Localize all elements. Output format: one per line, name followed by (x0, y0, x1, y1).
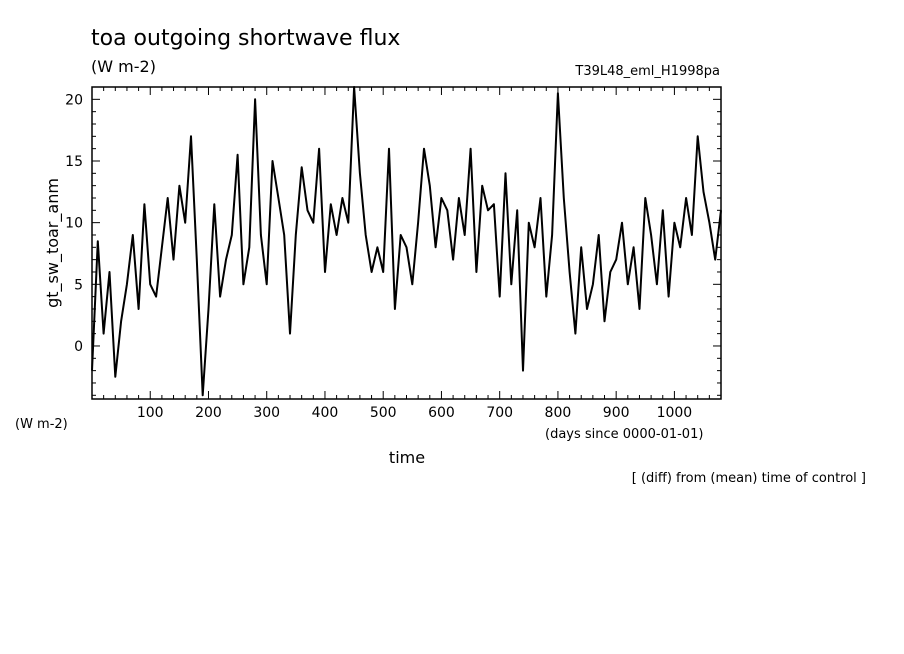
y-tick-label: 0 (74, 339, 83, 355)
y-axis-label: gt_sw_toar_anm (43, 178, 63, 308)
y-tick-label: 20 (65, 92, 83, 108)
experiment-label: T39L48_eml_H1998pa (574, 64, 720, 79)
chart-title: toa outgoing shortwave flux (91, 26, 400, 51)
x-tick-label: 700 (486, 405, 513, 421)
x-tick-label: 900 (603, 405, 630, 421)
x-tick-label: 500 (370, 405, 397, 421)
series-line (91, 86, 722, 397)
x-axis-label: time (389, 448, 425, 467)
x-axis-units: (days since 0000-01-01) (545, 427, 703, 442)
x-tick-label: 300 (253, 405, 280, 421)
chart-subtitle: (W m-2) (91, 57, 156, 76)
x-tick-label: 400 (312, 405, 339, 421)
plot-frame (91, 86, 722, 400)
x-tick-label: 600 (428, 405, 455, 421)
x-tick-label: 200 (195, 405, 222, 421)
comparison-note: [ (diff) from (mean) time of control ] (632, 471, 866, 486)
axis-tick-labels: 100 200 300 400 500 600 700 800 900 1000 0 5 10 15 20 (65, 92, 692, 421)
y-tick-label: 15 (65, 154, 83, 170)
y-tick-label: 10 (65, 216, 83, 232)
y-axis-units: (W m-2) (15, 417, 68, 432)
axis-ticks (92, 86, 721, 399)
y-tick-label: 5 (74, 277, 83, 293)
x-tick-label: 800 (545, 405, 572, 421)
x-tick-label: 1000 (657, 405, 693, 421)
x-tick-label: 100 (137, 405, 164, 421)
